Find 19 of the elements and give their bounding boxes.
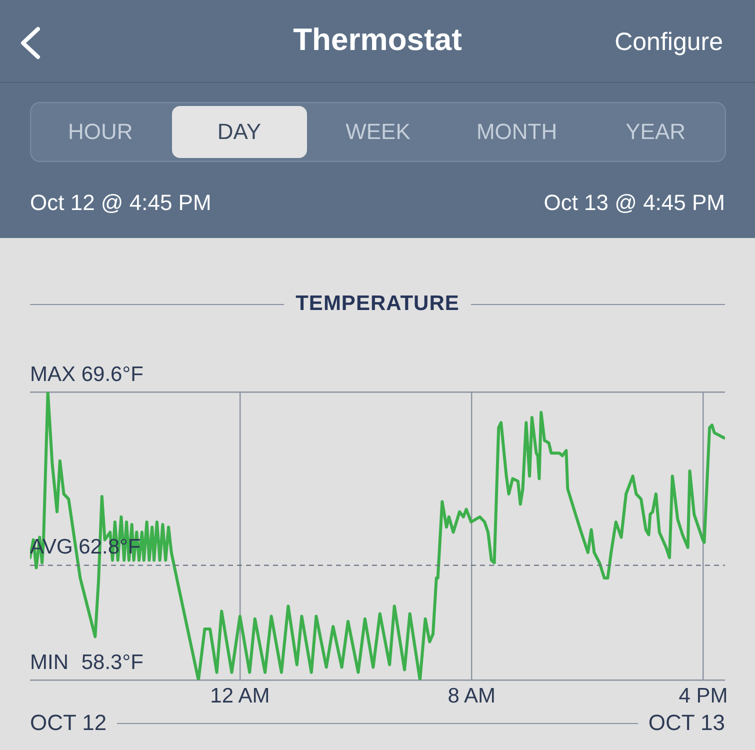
text: OCT 13	[648, 710, 725, 736]
text: MAX	[30, 362, 76, 386]
text: Oct 13 @ 4:45 PM	[544, 190, 725, 216]
annotation: MIN	[30, 650, 68, 674]
text: OCT 12	[30, 710, 107, 736]
text: YEAR	[624, 118, 687, 146]
y-tick-label: 69.6°F	[81, 362, 144, 386]
y-tick-label: 58.3°F	[81, 650, 144, 674]
text: WEEK	[344, 118, 412, 146]
x-tick-label: 12 AM	[210, 684, 270, 708]
text: MONTH	[475, 118, 558, 146]
text: HOUR	[67, 118, 134, 146]
text: Oct 12 @ 4:45 PM	[30, 190, 212, 216]
text: Configure	[614, 28, 723, 57]
text: Thermostat	[293, 22, 462, 57]
chart-title: TEMPERATURE	[294, 292, 460, 316]
x-tick-label: 8 AM	[448, 684, 496, 708]
x-tick-label: 4 PM	[678, 684, 728, 708]
text: DAY	[172, 106, 307, 158]
